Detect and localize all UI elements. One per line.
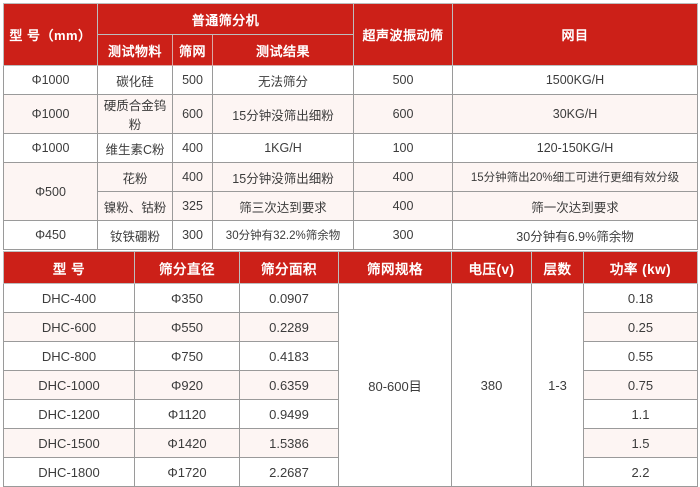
cell-material: 碳化硅 bbox=[97, 65, 173, 95]
table-row: DHC-800 Φ750 0.4183 0.55 bbox=[3, 341, 698, 371]
cell-power: 1.5 bbox=[583, 428, 698, 458]
th-sieve-diameter: 筛分直径 bbox=[134, 251, 240, 284]
cell-model: Φ450 bbox=[3, 220, 98, 250]
cell-meshcount: 120-150KG/H bbox=[452, 133, 698, 163]
table-row: Φ1000 硬质合金钨粉 600 15分钟没筛出细粉 600 30KG/H bbox=[3, 94, 698, 134]
cell-material: 花粉 bbox=[97, 162, 173, 192]
cell-model: Φ500 bbox=[3, 162, 98, 221]
th-model-mm: 型 号（mm） bbox=[3, 3, 98, 66]
table-row: DHC-400 Φ350 0.0907 80-600目 380 1-3 0.18 bbox=[3, 283, 698, 487]
table-row: DHC-1500 Φ1420 1.5386 1.5 bbox=[3, 428, 698, 458]
cell-voltage-merged: 380 bbox=[451, 283, 532, 487]
th-mesh-spec: 筛网规格 bbox=[338, 251, 452, 284]
cell-diameter: Φ550 bbox=[134, 312, 240, 342]
th-ultrasonic-vibrating-screen: 超声波振动筛 bbox=[353, 3, 453, 66]
cell-mesh-spec-merged: 80-600目 bbox=[338, 283, 452, 487]
cell-power: 0.25 bbox=[583, 312, 698, 342]
table-row: DHC-1200 Φ1120 0.9499 1.1 bbox=[3, 399, 698, 429]
cell-mesh: 400 bbox=[172, 133, 213, 163]
cell-diameter: Φ750 bbox=[134, 341, 240, 371]
cell-result: 筛三次达到要求 bbox=[212, 191, 354, 221]
cell-material: 镍粉、钴粉 bbox=[97, 191, 173, 221]
table-row: DHC-600 Φ550 0.2289 0.25 bbox=[3, 312, 698, 342]
screening-comparison-table: 型 号（mm） 普通筛分机 超声波振动筛 网目 测试物料 筛网 测试结果 Φ10… bbox=[3, 3, 698, 250]
cell-diameter: Φ350 bbox=[134, 283, 240, 313]
cell-area: 0.9499 bbox=[239, 399, 339, 429]
cell-meshcount: 30分钟有6.9%筛余物 bbox=[452, 220, 698, 250]
cell-result: 无法筛分 bbox=[212, 65, 354, 95]
table1-header-row-2: 测试物料 筛网 测试结果 bbox=[4, 34, 698, 66]
cell-diameter: Φ1720 bbox=[134, 457, 240, 487]
th-model: 型 号 bbox=[3, 251, 135, 284]
cell-ultrasonic: 300 bbox=[353, 220, 453, 250]
th-sieve-area: 筛分面积 bbox=[239, 251, 339, 284]
cell-diameter: Φ1120 bbox=[134, 399, 240, 429]
cell-area: 0.4183 bbox=[239, 341, 339, 371]
cell-material: 硬质合金钨粉 bbox=[97, 94, 173, 134]
cell-model: Φ1000 bbox=[3, 94, 98, 134]
cell-result: 15分钟没筛出细粉 bbox=[212, 94, 354, 134]
table-row: 镍粉、钴粉 325 筛三次达到要求 400 筛一次达到要求 bbox=[4, 191, 698, 221]
cell-area: 1.5386 bbox=[239, 428, 339, 458]
cell-diameter: Φ920 bbox=[134, 370, 240, 400]
model-specification-table: 型 号 筛分直径 筛分面积 筛网规格 电压(v) 层数 功率 (kw) DHC-… bbox=[3, 251, 698, 487]
th-mesh-count: 网目 bbox=[452, 3, 698, 66]
cell-model: DHC-800 bbox=[3, 341, 135, 371]
cell-layers-merged: 1-3 bbox=[531, 283, 584, 487]
cell-model: DHC-400 bbox=[3, 283, 135, 313]
cell-model: DHC-1200 bbox=[3, 399, 135, 429]
cell-ultrasonic: 400 bbox=[353, 162, 453, 192]
th-ordinary-screening-machine: 普通筛分机 bbox=[97, 3, 354, 35]
cell-meshcount: 15分钟筛出20%细工可进行更细有效分级 bbox=[452, 162, 698, 192]
cell-material: 钕铁硼粉 bbox=[97, 220, 173, 250]
cell-meshcount: 30KG/H bbox=[452, 94, 698, 134]
cell-mesh: 325 bbox=[172, 191, 213, 221]
th-screen-mesh: 筛网 bbox=[172, 34, 213, 66]
cell-diameter: Φ1420 bbox=[134, 428, 240, 458]
cell-model: DHC-1000 bbox=[3, 370, 135, 400]
cell-result: 1KG/H bbox=[212, 133, 354, 163]
th-voltage: 电压(v) bbox=[451, 251, 532, 284]
cell-power: 0.75 bbox=[583, 370, 698, 400]
cell-ultrasonic: 400 bbox=[353, 191, 453, 221]
cell-model: DHC-1500 bbox=[3, 428, 135, 458]
cell-mesh: 400 bbox=[172, 162, 213, 192]
cell-power: 1.1 bbox=[583, 399, 698, 429]
table-row: DHC-1000 Φ920 0.6359 0.75 bbox=[3, 370, 698, 400]
th-test-result: 测试结果 bbox=[212, 34, 354, 66]
cell-power: 0.55 bbox=[583, 341, 698, 371]
cell-power: 2.2 bbox=[583, 457, 698, 487]
cell-model: Φ1000 bbox=[3, 133, 98, 163]
cell-meshcount: 1500KG/H bbox=[452, 65, 698, 95]
th-test-material: 测试物料 bbox=[97, 34, 173, 66]
cell-power: 0.18 bbox=[583, 283, 698, 313]
table-row: Φ500 花粉 400 15分钟没筛出细粉 400 15分钟筛出20%细工可进行… bbox=[3, 162, 698, 221]
table-row: Φ450 钕铁硼粉 300 30分钟有32.2%筛余物 300 30分钟有6.9… bbox=[3, 220, 698, 250]
cell-result: 15分钟没筛出细粉 bbox=[212, 162, 354, 192]
th-power: 功率 (kw) bbox=[583, 251, 698, 284]
cell-model: DHC-1800 bbox=[3, 457, 135, 487]
cell-area: 0.6359 bbox=[239, 370, 339, 400]
cell-mesh: 500 bbox=[172, 65, 213, 95]
cell-model: DHC-600 bbox=[3, 312, 135, 342]
cell-material: 维生素C粉 bbox=[97, 133, 173, 163]
cell-ultrasonic: 500 bbox=[353, 65, 453, 95]
table-row: Φ1000 维生素C粉 400 1KG/H 100 120-150KG/H bbox=[3, 133, 698, 163]
table-row: Φ1000 碳化硅 500 无法筛分 500 1500KG/H bbox=[3, 65, 698, 95]
table1-header-row-1: 型 号（mm） 普通筛分机 超声波振动筛 网目 bbox=[3, 3, 698, 66]
table2-header-row: 型 号 筛分直径 筛分面积 筛网规格 电压(v) 层数 功率 (kw) bbox=[3, 251, 698, 284]
cell-mesh: 600 bbox=[172, 94, 213, 134]
cell-area: 2.2687 bbox=[239, 457, 339, 487]
cell-result: 30分钟有32.2%筛余物 bbox=[212, 220, 354, 250]
cell-ultrasonic: 100 bbox=[353, 133, 453, 163]
cell-area: 0.0907 bbox=[239, 283, 339, 313]
cell-meshcount: 筛一次达到要求 bbox=[452, 191, 698, 221]
th-layers: 层数 bbox=[531, 251, 584, 284]
cell-ultrasonic: 600 bbox=[353, 94, 453, 134]
cell-area: 0.2289 bbox=[239, 312, 339, 342]
cell-mesh: 300 bbox=[172, 220, 213, 250]
cell-model: Φ1000 bbox=[3, 65, 98, 95]
